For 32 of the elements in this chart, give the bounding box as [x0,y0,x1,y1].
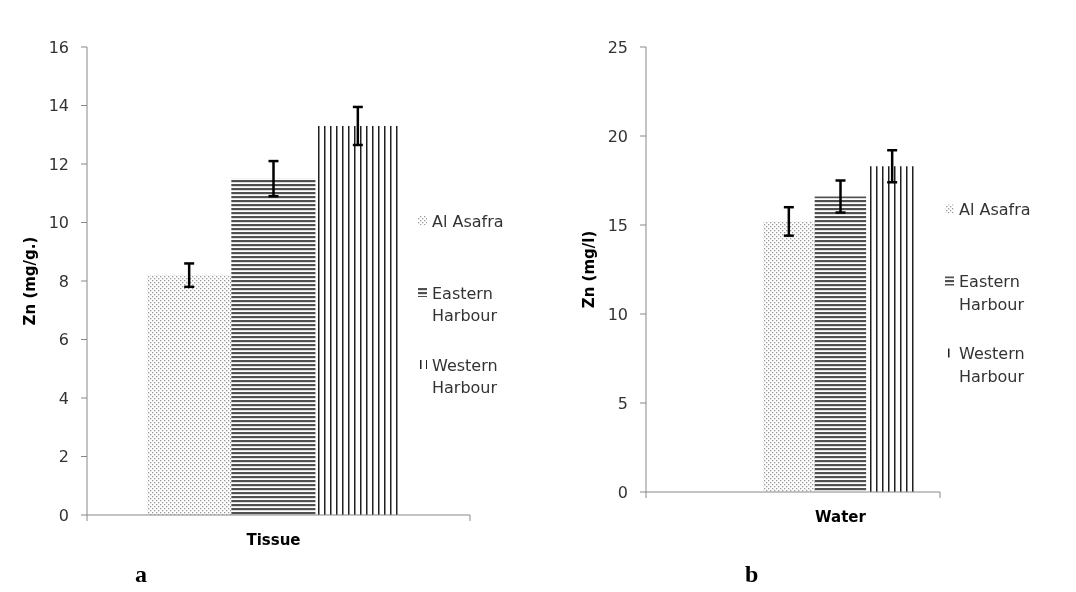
legend-label: Eastern Harbour [432,283,498,325]
y-tick-label: 25 [607,37,628,57]
bar [231,178,316,515]
y-axis-title: Zn (mg/g.) [21,236,39,326]
bar [315,125,400,515]
y-tick-label: 6 [58,330,69,350]
y-tick-label: 4 [58,388,69,408]
y-tick-label: 8 [58,271,69,291]
y-tick-label: 20 [607,126,628,146]
y-tick-label: 10 [48,213,69,233]
y-tick-label: 14 [48,96,69,116]
legend-label: Eastern Harbour [959,272,1025,314]
bar [763,221,815,492]
bar [814,196,867,492]
legend-label: Western Harbour [432,355,498,397]
y-tick-label: 10 [607,304,628,324]
x-tick-label: Water [815,508,867,526]
y-tick-label: 16 [48,37,69,57]
y-tick-label: 12 [48,154,69,174]
text: b [745,561,759,587]
x-tick-label: Tissue [246,531,301,549]
y-tick-label: 0 [617,482,628,502]
y-axis-title: Zn (mg/l) [580,230,598,309]
y-tick-label: 2 [58,447,69,467]
y-tick-label: 0 [58,505,69,525]
y-tick-label: 5 [617,393,628,413]
bar [147,275,232,515]
legend-label: Al Asafra [959,200,1031,220]
legend-label: Al Asafra [432,211,504,231]
legend-label: Western Harbour [959,344,1025,386]
y-tick-label: 15 [607,215,628,235]
text: a [135,561,147,587]
